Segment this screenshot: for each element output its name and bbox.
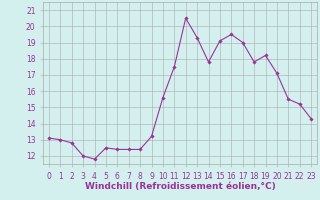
X-axis label: Windchill (Refroidissement éolien,°C): Windchill (Refroidissement éolien,°C)	[84, 182, 276, 191]
